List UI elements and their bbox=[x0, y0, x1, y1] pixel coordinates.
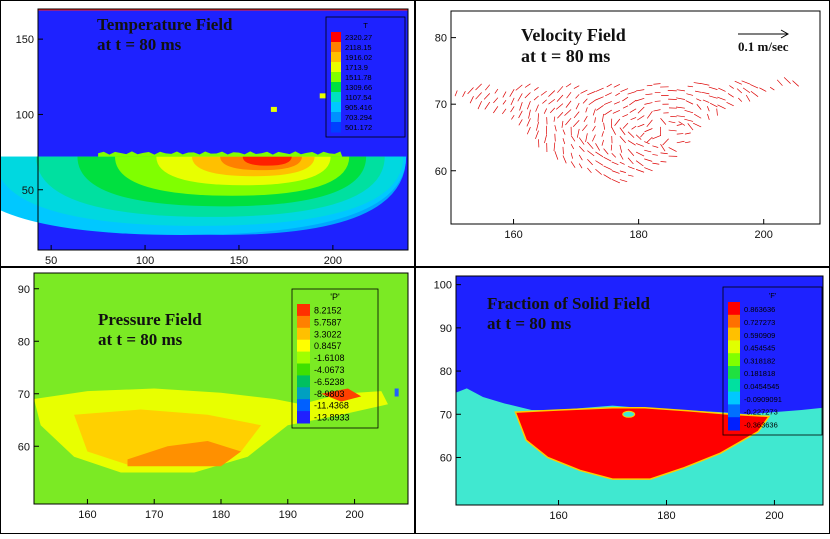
fraction-panel: 16018020060708090100 Fraction of Solid F… bbox=[415, 267, 830, 534]
velocity-panel: 160180200607080 Velocity Field at t = 80… bbox=[415, 0, 830, 267]
pressure-panel: 16017018019020060708090 Pressure Field a… bbox=[0, 267, 415, 534]
temperature-panel: 5010015020050100150 Temperature Field at… bbox=[0, 0, 415, 267]
